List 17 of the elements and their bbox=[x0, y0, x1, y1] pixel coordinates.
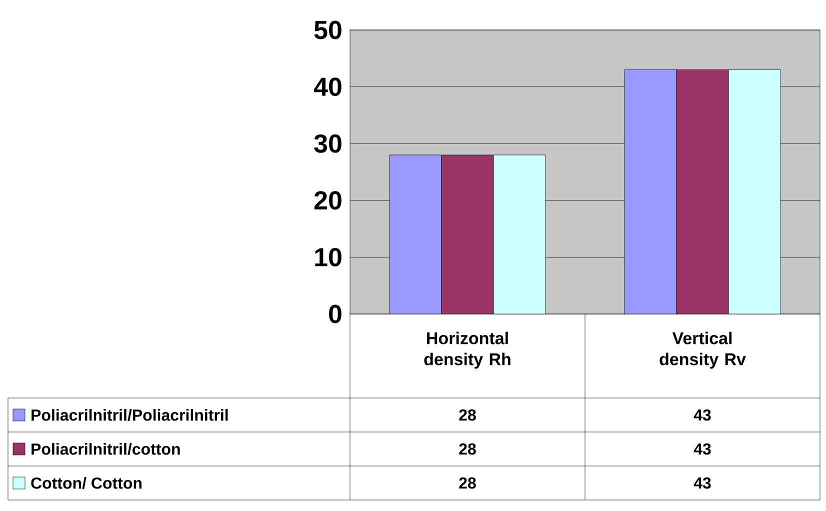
x-tick-label: Horizontal density Rh bbox=[424, 332, 510, 369]
legend-label: Poliacrilnitril/Poliacrilnitril bbox=[32, 409, 228, 421]
y-tick-label: 0 bbox=[329, 304, 342, 324]
y-tick-label: 20 bbox=[314, 191, 342, 210]
y-tick-label: 10 bbox=[315, 248, 342, 266]
legend-label: Cotton/ Cotton bbox=[31, 477, 142, 489]
data-label: 43 bbox=[694, 477, 711, 489]
data-label: 28 bbox=[459, 409, 476, 421]
data-label: 43 bbox=[694, 409, 711, 421]
x-tick-label: Vertical density Rv bbox=[660, 332, 746, 369]
y-tick-label: 30 bbox=[314, 134, 342, 153]
data-label: 43 bbox=[694, 443, 711, 455]
data-label: 28 bbox=[459, 477, 476, 489]
y-tick-label: 50 bbox=[314, 20, 342, 40]
data-label: 28 bbox=[459, 443, 476, 455]
y-tick-label: 40 bbox=[314, 78, 342, 96]
legend-label: Poliacrilnitril/cotton bbox=[32, 443, 180, 455]
